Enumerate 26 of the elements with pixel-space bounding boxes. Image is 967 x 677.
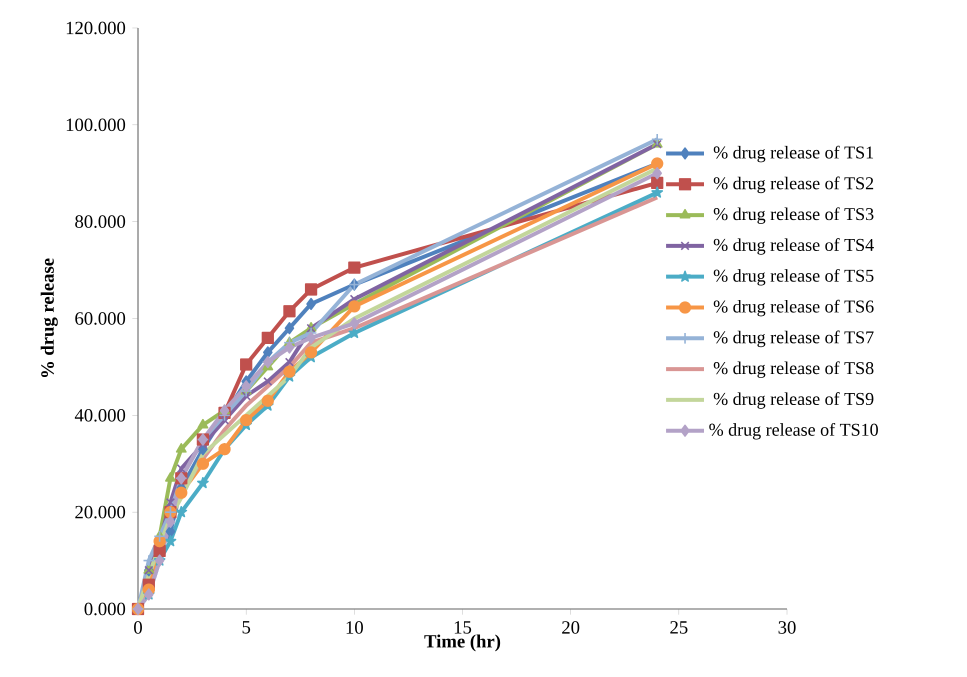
- x-tick-label: 15: [454, 621, 472, 634]
- legend-label: % drug release of TS5: [714, 268, 874, 286]
- y-tick-label: 40.000: [74, 408, 126, 422]
- x-tick-label: 10: [346, 621, 363, 634]
- y-tick-label: 0.000: [84, 602, 126, 616]
- x-tick-label: 20: [562, 621, 580, 634]
- x-tick-label: 25: [670, 621, 688, 634]
- x-axis-title: Time (hr): [424, 634, 500, 652]
- x-tick-label: 5: [242, 621, 250, 634]
- legend-label: % drug release of TS9: [714, 392, 874, 409]
- legend-label: % drug release of TS10: [709, 422, 878, 440]
- y-tick-label: 60.000: [75, 312, 126, 325]
- legend-label: % drug release of TS6: [714, 300, 874, 316]
- x-tick-label: 30: [778, 621, 796, 634]
- y-tick-label: 20.000: [75, 506, 126, 518]
- y-tick-label: 100.000: [66, 118, 126, 132]
- legend-label: % drug release of TS7: [714, 330, 874, 348]
- legend-label: % drug release of TS3: [714, 207, 874, 224]
- legend-label: % drug release of TS8: [714, 361, 874, 378]
- y-axis-title: % drug release: [40, 258, 58, 378]
- y-tick-label: 80.000: [75, 215, 126, 228]
- x-tick-label: 0: [134, 621, 142, 634]
- legend-label: % drug release of TS1: [714, 146, 874, 162]
- legend-label: % drug release of TS2: [714, 176, 874, 194]
- legend-label: % drug release of TS4: [714, 238, 874, 255]
- y-tick-label: 120.000: [66, 22, 126, 34]
